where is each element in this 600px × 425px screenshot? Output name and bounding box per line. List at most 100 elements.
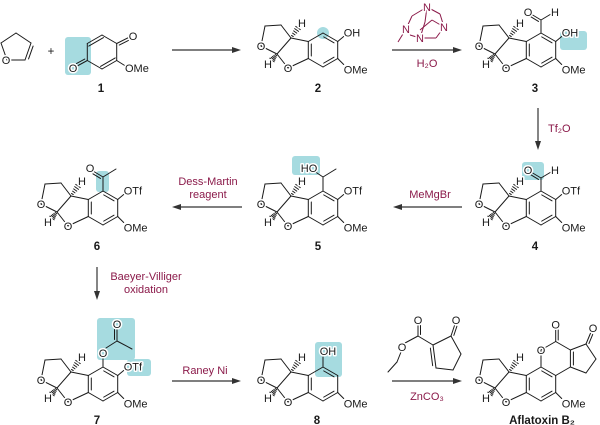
furan-oxygen-label: O [475,199,484,211]
bond [555,366,571,376]
bond [260,203,278,213]
double-bond [450,323,456,337]
hashed-wedge [292,32,296,36]
aromatic-bond [102,190,119,200]
hmta-nitrogen-label: N [402,24,410,36]
hashed-wedge [269,391,275,397]
bond [260,359,266,381]
hashed-wedge [510,366,514,370]
bond [102,168,117,178]
bond [117,216,125,223]
hashed-wedge [75,183,81,189]
methoxy-label: OMe [125,63,149,75]
bond [540,341,557,351]
highlight-secondary-alcohol [292,156,320,175]
methoxy-label: OMe [344,65,368,77]
bond [60,358,72,373]
bond [555,58,563,65]
aromatic-bond [540,216,557,226]
bond [40,359,46,381]
hashed-wedge [513,25,519,31]
bond [450,335,462,355]
hashed-wedge [273,212,277,216]
bond [482,358,500,361]
arrow-4-to-5 [393,204,462,210]
hashed-wedge [294,362,300,366]
bond [478,183,484,205]
bond [280,24,292,39]
furan-oxygen-label: O [502,63,511,75]
aromatic-inner-bond [541,390,553,398]
aromatic-bond [102,216,119,226]
bond [540,13,552,21]
double-bond-inner [28,45,34,60]
hashed-wedge [295,25,301,31]
aromatic-bond [307,216,324,226]
furan-oxygen-label: O [37,375,46,387]
hmta-nitrogen-label: N [440,22,448,34]
furan-oxygen-label: O [257,375,266,387]
bond [276,37,292,55]
aromatic-bond [87,216,104,226]
bond [337,194,345,200]
hashed-wedge [274,388,278,391]
bond [555,216,563,223]
bond [337,58,345,65]
hashed-wedge [510,190,514,194]
aromatic-bond [307,190,324,200]
furan-oxygen-label: O [257,199,266,211]
plus-sign: + [48,46,55,58]
hashed-wedge [272,55,276,60]
oh-label: OH [562,28,579,40]
hmta-bond [411,6,428,17]
methoxy-label: OMe [344,223,368,235]
hashed-wedge [73,188,78,192]
stereo-hydrogen-label: H [516,18,524,30]
hashed-wedge [509,368,512,372]
compound-label-8: 8 [314,415,321,425]
hashed-wedge [490,389,494,394]
aromatic-bond [102,366,119,376]
aromatic-inner-bond [103,214,115,222]
bond [56,195,72,213]
compound-label-7: 7 [94,415,100,425]
hashed-wedge [513,183,519,189]
bond [432,335,452,346]
hashed-wedge [53,212,57,216]
bond [287,58,309,69]
hydroxyl-label: HO [301,163,318,175]
hashed-wedge [488,390,494,395]
aromatic-inner-bond [323,194,335,202]
aromatic-bond [540,392,557,402]
hashed-wedge [511,364,516,368]
hmta-bond [431,19,445,28]
stereo-hydrogen-label: H [516,176,524,188]
hashed-wedge [293,188,298,192]
bond [494,371,510,389]
bond [505,216,527,227]
double-bond-inner [530,174,540,180]
otf-label: OTf [344,186,363,198]
bond [56,211,69,227]
bond [435,367,454,371]
double-bond [116,37,130,44]
bond [290,371,309,376]
stereo-hydrogen-label: H [482,217,490,229]
bond [40,379,58,389]
aromatic-bond [525,366,542,376]
bond [482,24,500,27]
hashed-wedge [293,30,298,34]
bond [276,387,289,403]
highlight-aldehyde-oxygen [522,162,544,180]
hashed-wedge [491,54,495,58]
bond [555,194,563,200]
aromatic-bond [87,366,104,376]
aromatic-inner-bond [541,56,553,64]
bond [56,387,69,403]
hmta-bond [405,15,413,30]
bond [494,37,510,55]
carbonyl-oxygen-label: O [551,320,560,332]
ester-oxygen-label: O [398,342,407,354]
